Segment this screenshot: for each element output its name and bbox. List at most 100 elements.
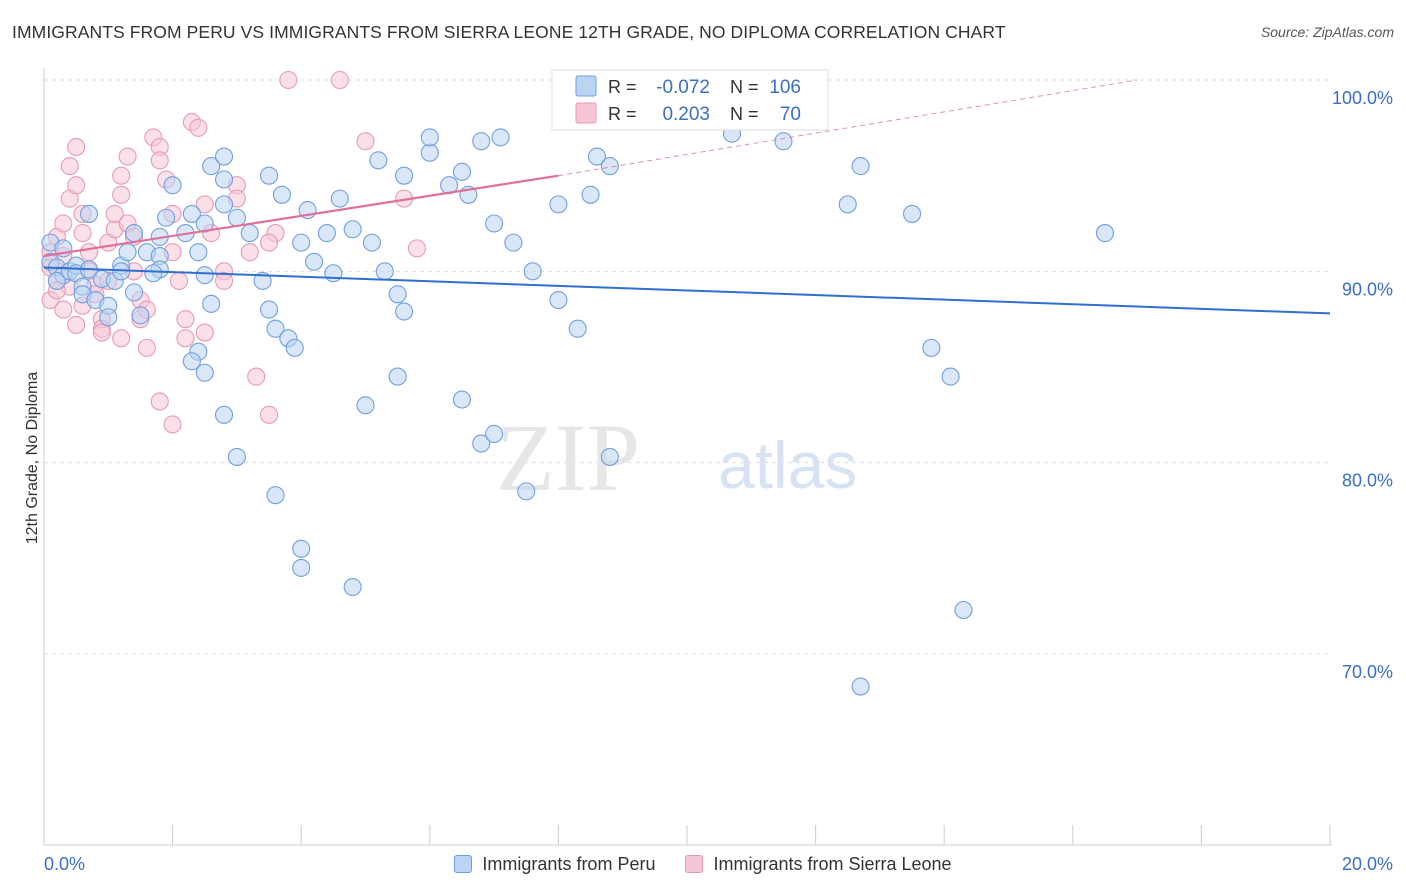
legend-swatch-peru xyxy=(454,855,473,873)
watermark-atlas: atlas xyxy=(718,428,857,502)
sierra-leone-point-23 xyxy=(112,185,131,204)
y-tick-labels: 100.0% 90.0% 80.0% 70.0% xyxy=(1332,88,1393,682)
sierra-leone-point-39 xyxy=(176,310,195,329)
peru-point-14 xyxy=(79,204,99,223)
sierra-leone-point-43 xyxy=(195,195,214,214)
sierra-leone-point-13 xyxy=(79,243,99,262)
y-tick-label-1: 90.0% xyxy=(1342,279,1393,299)
peru-point-85 xyxy=(343,577,362,597)
peru-point-40 xyxy=(202,157,221,176)
peru-point-76 xyxy=(549,290,568,310)
peru-point-101 xyxy=(902,204,922,223)
sierra-leone-point-42 xyxy=(189,118,208,137)
peru-point-22 xyxy=(124,224,144,243)
sierra-leone-point-9 xyxy=(67,137,86,157)
peru-point-87 xyxy=(388,367,407,386)
peru-point-39 xyxy=(182,352,201,371)
peru-point-20 xyxy=(99,308,118,327)
y-axis-label: 12th Grade, No Diploma xyxy=(24,372,41,545)
sierra-leone-point-67 xyxy=(259,233,279,252)
peru-point-89 xyxy=(472,434,491,453)
sierra-leone-point-65 xyxy=(195,323,214,342)
peru-point-51 xyxy=(259,166,279,185)
sierra-leone-point-8 xyxy=(60,157,79,176)
peru-point-78 xyxy=(549,195,568,214)
trend-line-sierra-leone xyxy=(43,174,559,258)
sierra-leone-point-50 xyxy=(247,367,266,386)
peru-point-73 xyxy=(485,214,504,233)
stats-swatch-blue xyxy=(575,75,597,97)
peru-point-84 xyxy=(292,558,311,577)
trend-lines xyxy=(43,79,1331,315)
y-tick-label-0: 100.0% xyxy=(1332,88,1393,108)
peru-point-60 xyxy=(362,233,381,252)
peru-point-81 xyxy=(227,447,246,466)
axes xyxy=(43,68,1332,846)
sierra-leone-point-34 xyxy=(150,151,169,170)
stats-r-label-blue: R = xyxy=(608,77,637,97)
sierra-leone-point-38 xyxy=(169,271,189,290)
peru-point-94 xyxy=(600,157,619,176)
sierra-leone-point-69 xyxy=(54,300,73,319)
sierra-leone-point-10 xyxy=(67,176,86,195)
peru-point-91 xyxy=(517,482,536,501)
sierra-leone-point-62 xyxy=(356,132,375,151)
peru-point-104 xyxy=(941,367,960,386)
peru-point-83 xyxy=(292,539,311,558)
stats-n-label-pink: N = xyxy=(730,104,759,124)
x-tick-labels: 0.0% 20.0% xyxy=(44,854,1393,874)
peru-point-100 xyxy=(838,195,857,214)
stats-r-value-blue: -0.072 xyxy=(656,77,710,98)
peru-point-43 xyxy=(227,208,246,227)
stats-n-value-blue: 106 xyxy=(769,77,801,98)
sierra-leone-point-12 xyxy=(73,224,92,243)
x-tick-label-0: 0.0% xyxy=(44,854,85,874)
peru-point-53 xyxy=(292,233,311,252)
peru-point-29 xyxy=(157,208,176,227)
peru-point-46 xyxy=(259,300,279,319)
peru-point-102 xyxy=(1095,224,1114,243)
series-sierra-leone-points xyxy=(41,70,426,434)
peru-point-90 xyxy=(485,424,504,444)
stats-r-label-pink: R = xyxy=(608,104,637,124)
sierra-leone-point-25 xyxy=(118,147,137,166)
bottom-legend: Immigrants from Peru Immigrants from Sie… xyxy=(0,852,1406,876)
peru-point-42 xyxy=(214,195,234,214)
peru-point-44 xyxy=(240,224,259,243)
peru-point-59 xyxy=(343,220,362,239)
peru-point-68 xyxy=(420,128,439,147)
sierra-leone-point-40 xyxy=(176,329,195,348)
stats-legend: R = -0.072 N = 106 R = 0.203 N = 70 xyxy=(551,69,829,131)
y-tick-label-2: 80.0% xyxy=(1342,471,1393,491)
peru-point-66 xyxy=(420,143,439,162)
trend-line-sierra-leone-extension xyxy=(558,79,1138,177)
peru-point-62 xyxy=(388,285,407,304)
sierra-leone-point-64 xyxy=(407,239,426,258)
legend-item-sierra-leone: Immigrants from Sierra Leone xyxy=(685,854,952,875)
sierra-leone-point-31 xyxy=(137,338,156,357)
grid-lines xyxy=(44,79,1330,655)
peru-point-107 xyxy=(600,447,619,466)
peru-point-52 xyxy=(272,185,291,204)
peru-point-64 xyxy=(369,151,388,170)
trend-line-peru xyxy=(43,266,1331,315)
peru-point-103 xyxy=(922,338,941,357)
peru-point-21 xyxy=(118,243,137,262)
sierra-leone-point-24 xyxy=(112,166,131,185)
peru-point-55 xyxy=(324,264,343,283)
peru-point-35 xyxy=(195,266,214,285)
peru-point-38 xyxy=(195,363,214,382)
sierra-leone-point-60 xyxy=(279,70,298,90)
stats-r-value-pink: 0.203 xyxy=(662,104,710,125)
peru-point-99 xyxy=(851,157,870,176)
peru-point-80 xyxy=(214,405,234,424)
y-tick-label-3: 70.0% xyxy=(1342,662,1393,682)
source-label: Source: ZipAtlas.com xyxy=(1260,24,1394,40)
peru-point-98 xyxy=(774,132,793,151)
peru-point-4 xyxy=(47,271,66,290)
peru-point-57 xyxy=(317,224,336,243)
sierra-leone-point-6 xyxy=(54,214,73,233)
sierra-leone-point-22 xyxy=(105,204,124,223)
sierra-leone-point-59 xyxy=(112,329,131,348)
